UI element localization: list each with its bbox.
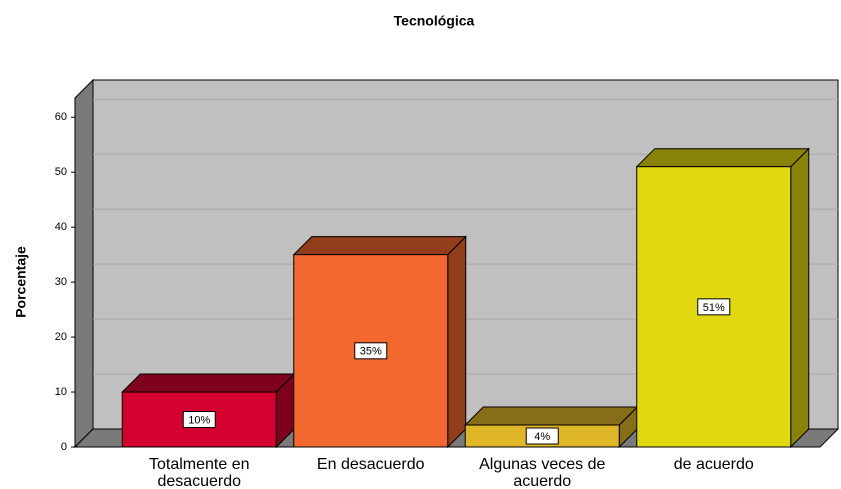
bar-side — [447, 235, 467, 449]
bar — [635, 147, 810, 449]
value-label: 35% — [360, 346, 382, 358]
y-tick-label: 10 — [55, 386, 67, 398]
x-tick-label: de acuerdo — [673, 456, 754, 473]
bar — [292, 235, 467, 449]
x-tick-label: En desacuerdo — [316, 456, 425, 473]
bar-top — [292, 236, 467, 256]
y-tick-label: 20 — [55, 331, 67, 343]
y-tick-label: 60 — [55, 111, 67, 123]
y-tick-label: 50 — [55, 166, 67, 178]
bar — [464, 405, 639, 449]
x-tick-label: Totalmente en desacuerdo — [148, 456, 250, 489]
x-tick-label: Algunas veces de acuerdo — [479, 456, 606, 489]
chart-title: Tecnológica — [394, 13, 475, 29]
bar-top — [121, 373, 296, 393]
value-label: 51% — [703, 302, 725, 314]
bar-top — [635, 148, 810, 168]
value-label-box — [525, 427, 559, 445]
value-label: 4% — [534, 431, 550, 443]
side-wall — [74, 78, 94, 449]
y-axis-label: Porcentaje — [13, 246, 29, 318]
value-label-box — [354, 342, 388, 360]
y-tick-label: 30 — [55, 276, 67, 288]
y-tick-label: 40 — [55, 221, 67, 233]
value-label-box — [182, 411, 216, 429]
bar-top — [464, 406, 639, 426]
bar — [121, 372, 296, 449]
value-label-box — [697, 298, 731, 316]
value-label: 10% — [188, 414, 210, 426]
bar-side — [790, 147, 810, 449]
y-tick-label: 0 — [61, 441, 67, 453]
